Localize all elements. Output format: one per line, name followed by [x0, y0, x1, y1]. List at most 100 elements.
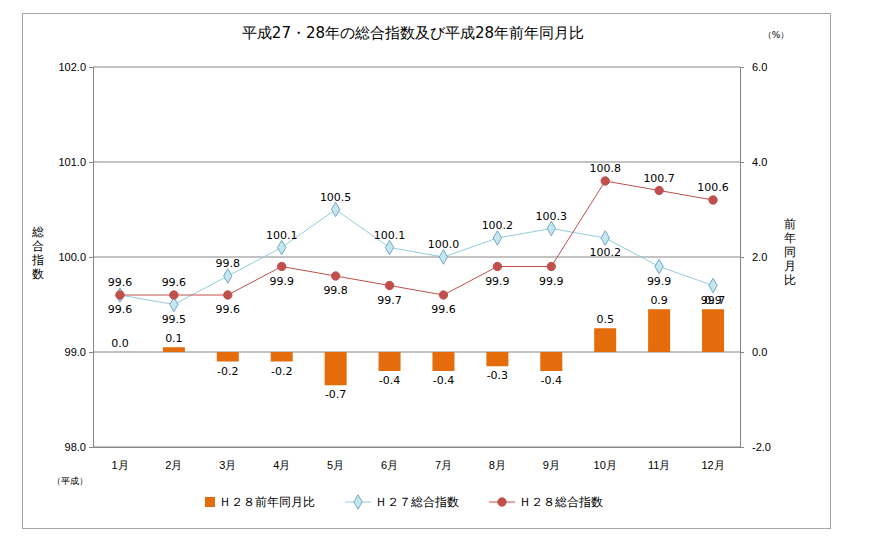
data-label: -0.4: [379, 374, 400, 387]
x-tick-label: 9月: [543, 459, 560, 471]
x-tick: 3月: [219, 459, 236, 471]
data-label: 99.8: [323, 284, 348, 297]
y-tick: 101.0: [58, 156, 93, 168]
marker: [116, 291, 124, 299]
grid: [93, 67, 740, 447]
data-label: 99.7: [701, 294, 726, 307]
y-tick-mark: [89, 447, 93, 448]
data-label: -0.4: [541, 374, 562, 387]
x-tick: 5月: [327, 459, 344, 471]
data-label: 0.5: [596, 313, 614, 326]
data-label: 100.1: [266, 229, 298, 242]
grid-line: [93, 257, 740, 258]
x-tick-label: 4月: [273, 459, 290, 471]
x-tick: 8月: [489, 459, 506, 471]
chart-frame: [23, 14, 831, 529]
chart: 平成27・28年の総合指数及び平成28年前年同月比 98.0 99.0 100.0 10…: [0, 0, 893, 549]
data-label: 99.6: [108, 276, 133, 289]
marker: [655, 186, 663, 194]
data-label: 100.3: [536, 210, 568, 223]
data-label: 0.1: [165, 332, 183, 345]
marker: [278, 240, 286, 254]
marker: [224, 291, 232, 299]
x-tick: 9月: [543, 459, 560, 471]
x-tick: 2月: [165, 459, 182, 471]
y2-tick: 2.0: [740, 251, 767, 263]
y-tick-mark: [89, 352, 93, 353]
x-tick-label: 10月: [594, 459, 617, 471]
marker: [385, 281, 393, 289]
marker: [709, 278, 717, 292]
data-label: 100.8: [589, 162, 621, 175]
data-label: -0.7: [325, 388, 346, 401]
y-tick-label: 101.0: [58, 156, 86, 168]
data-label: 99.9: [539, 275, 564, 288]
title: 平成27・28年の総合指数及び平成28年前年同月比: [242, 24, 584, 42]
data-label: 100.1: [374, 229, 406, 242]
y-tick-label: 99.0: [65, 346, 86, 358]
data-label: -0.3: [487, 369, 508, 382]
y-tick-mark: [89, 67, 93, 68]
y2-tick: 6.0: [740, 61, 767, 73]
data-label: 99.7: [377, 294, 402, 307]
grid-line: [93, 447, 740, 448]
legend-label: Ｈ２７総合指数: [375, 495, 459, 509]
y-tick-label: 98.0: [65, 441, 86, 453]
y-axis: 98.0 99.0 100.0 101.0 102.0: [58, 61, 93, 453]
legend-label: Ｈ２８前年同月比: [219, 495, 315, 509]
data-label: 100.7: [643, 172, 675, 185]
y-tick-label: 102.0: [58, 61, 86, 73]
y-tick-mark: [89, 257, 93, 258]
x-tick: 10月: [594, 459, 617, 471]
data-label: 99.5: [162, 313, 187, 326]
y-axis-line: [89, 68, 94, 448]
data-labels: 0.00.1-0.2-0.2-0.7-0.4-0.4-0.3-0.40.50.9…: [108, 162, 729, 401]
marker: [601, 177, 609, 185]
y2-tick-label: -2.0: [752, 441, 771, 453]
bar: [109, 352, 131, 353]
x-tick: 7月: [435, 459, 452, 471]
y2-axis: -2.0 0.0 2.0 4.0 6.0: [740, 61, 771, 453]
marker: [439, 291, 447, 299]
data-label: 99.6: [216, 303, 241, 316]
annotation: （平成）: [52, 476, 88, 486]
bar: [163, 347, 185, 352]
y2-tick-mark: [740, 67, 744, 68]
marker: [331, 272, 339, 280]
x-tick-label: 1月: [111, 459, 128, 471]
marker: [493, 231, 501, 245]
legend-marker: [354, 495, 362, 509]
marker: [709, 196, 717, 204]
x-tick-label: 12月: [701, 459, 724, 471]
legend-swatch: [205, 497, 215, 507]
marker: [439, 250, 447, 264]
y2-axis-line: [741, 68, 745, 448]
y2-tick: 4.0: [740, 156, 767, 168]
x-tick: 4月: [273, 459, 290, 471]
y2-tick-mark: [740, 447, 744, 448]
marker: [116, 288, 124, 302]
y-tick-label: 100.0: [58, 251, 86, 263]
bar: [540, 352, 562, 371]
grid-line: [93, 67, 740, 68]
x-tick-label: 5月: [327, 459, 344, 471]
y-tick: 98.0: [65, 441, 93, 453]
data-label: 0.0: [111, 337, 129, 350]
x-tick-label: 11月: [648, 459, 670, 471]
data-label: 100.0: [428, 238, 460, 251]
legend-label: Ｈ２８総合指数: [519, 495, 603, 509]
x-tick-label: 6月: [381, 459, 398, 471]
marker: [547, 221, 555, 235]
marker: [385, 240, 393, 254]
y2-tick-label: 6.0: [752, 61, 767, 73]
legend-item: Ｈ２８総合指数: [489, 495, 603, 509]
legend-item: Ｈ２８前年同月比: [205, 495, 315, 509]
y2-tick-label: 0.0: [752, 346, 767, 358]
bar: [379, 352, 401, 371]
marker: [601, 231, 609, 245]
data-label: 100.2: [482, 219, 514, 232]
y2-tick-mark: [740, 257, 744, 258]
bar: [217, 352, 239, 362]
bar: [325, 352, 347, 385]
y2-tick-mark: [740, 352, 744, 353]
